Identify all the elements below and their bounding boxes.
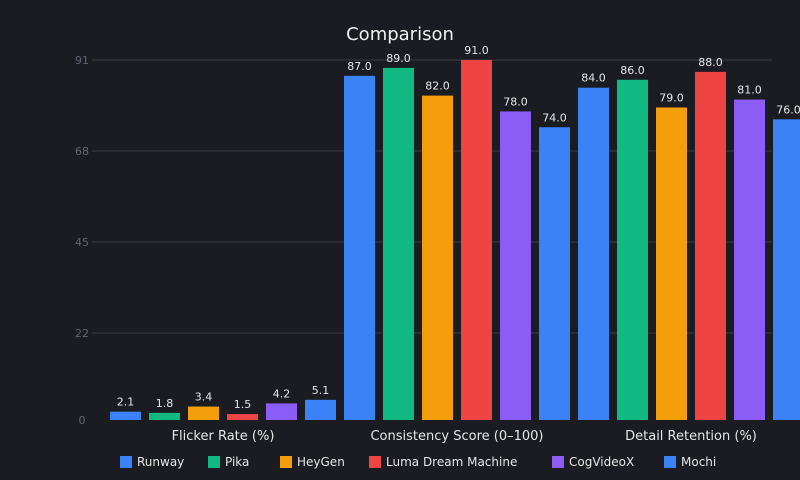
legend-label: Luma Dream Machine [386, 455, 517, 469]
legend-label: Mochi [681, 455, 716, 469]
data-label: 91.0 [464, 44, 489, 57]
data-label: 4.2 [273, 387, 291, 400]
data-label: 74.0 [542, 111, 567, 124]
legend-label: Pika [225, 455, 249, 469]
legend-label: Runway [137, 455, 184, 469]
data-label: 1.5 [234, 398, 252, 411]
y-tick-label: 91 [75, 54, 89, 67]
data-label: 2.1 [117, 396, 135, 409]
bar-luma-dream-machine [695, 71, 726, 420]
data-label: 1.8 [156, 397, 174, 410]
legend-swatch [280, 456, 292, 468]
y-tick-label: 22 [75, 327, 89, 340]
x-tick-label: Detail Retention (%) [625, 429, 757, 444]
bar-luma-dream-machine [461, 60, 492, 420]
bar-mochi [539, 127, 570, 420]
data-label: 5.1 [312, 384, 330, 397]
bar-luma-dream-machine [227, 414, 258, 420]
legend-swatch [208, 456, 220, 468]
data-label: 89.0 [386, 52, 411, 65]
x-tick-label: Consistency Score (0–100) [370, 429, 543, 444]
bar-heygen [656, 107, 687, 420]
legend-swatch [369, 456, 381, 468]
bar-cogvideox [266, 403, 297, 420]
data-label: 81.0 [737, 84, 762, 97]
chart-title: Comparison [346, 24, 454, 45]
legend-swatch [552, 456, 564, 468]
data-label: 3.4 [195, 391, 213, 404]
x-axis: Flicker Rate (%) Consistency Score (0–100… [172, 429, 757, 444]
bar-pika [149, 412, 180, 420]
bar-mochi [305, 399, 336, 420]
data-label: 79.0 [659, 91, 684, 104]
data-label: 76.0 [776, 103, 800, 116]
bar-cogvideox [500, 111, 531, 420]
bars-layer [110, 60, 800, 421]
labels-layer: 2.1 1.8 3.4 1.5 4.2 5.1 87.0 89.0 82.0 91.0 78.0 74… [117, 44, 800, 411]
y-tick-label: 45 [75, 236, 89, 249]
legend-swatch [120, 456, 132, 468]
bar-mochi [773, 119, 800, 420]
bar-pika [383, 67, 414, 421]
data-label: 86.0 [620, 64, 645, 77]
bar-heygen [188, 406, 219, 420]
bar-cogvideox [734, 99, 765, 421]
bar-runway [578, 87, 609, 420]
bar-runway [110, 411, 141, 420]
data-label: 88.0 [698, 56, 723, 69]
y-tick-label: 68 [75, 145, 89, 158]
data-label: 87.0 [347, 60, 372, 73]
bar-heygen [422, 95, 453, 420]
data-label: 82.0 [425, 80, 450, 93]
y-tick-label: 0 [79, 414, 86, 427]
data-label: 84.0 [581, 72, 606, 85]
legend-label: HeyGen [297, 455, 345, 469]
x-tick-label: Flicker Rate (%) [172, 429, 275, 444]
bar-runway [344, 75, 375, 421]
bar-pika [617, 79, 648, 421]
legend-swatch [664, 456, 676, 468]
data-label: 78.0 [503, 95, 528, 108]
legend-label: CogVideoX [569, 455, 634, 469]
legend: Runway Pika HeyGen Luma Dream Machine CogVid… [120, 455, 716, 469]
